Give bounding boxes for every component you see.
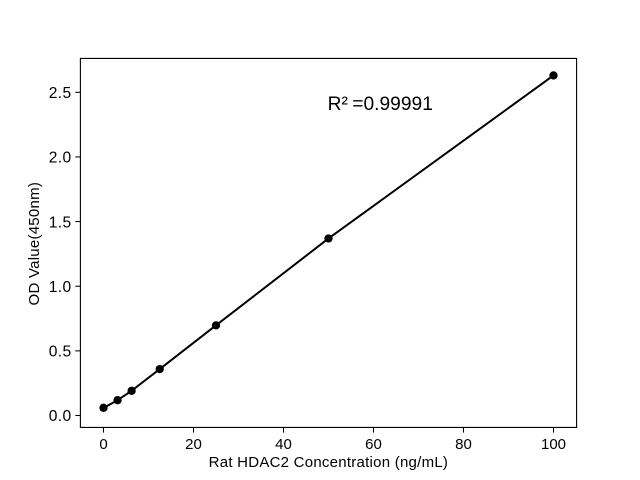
svg-text:0.0: 0.0 [49,408,72,425]
svg-text:Rat HDAC2 Concentration (ng/mL: Rat HDAC2 Concentration (ng/mL) [209,454,449,471]
svg-text:0: 0 [99,436,107,453]
svg-text:100: 100 [541,436,566,453]
svg-text:OD Value(450nm): OD Value(450nm) [26,182,43,306]
svg-text:=0.99991: =0.99991 [352,94,433,115]
svg-text:2.0: 2.0 [49,150,72,167]
svg-text:0.5: 0.5 [49,344,72,361]
svg-text:20: 20 [185,436,202,453]
svg-text:80: 80 [455,436,472,453]
svg-text:60: 60 [365,436,382,453]
svg-text:1.0: 1.0 [49,279,72,296]
svg-text:R²: R² [328,94,349,115]
svg-text:1.5: 1.5 [49,214,72,231]
svg-text:2.5: 2.5 [49,85,72,102]
svg-text:40: 40 [275,436,292,453]
